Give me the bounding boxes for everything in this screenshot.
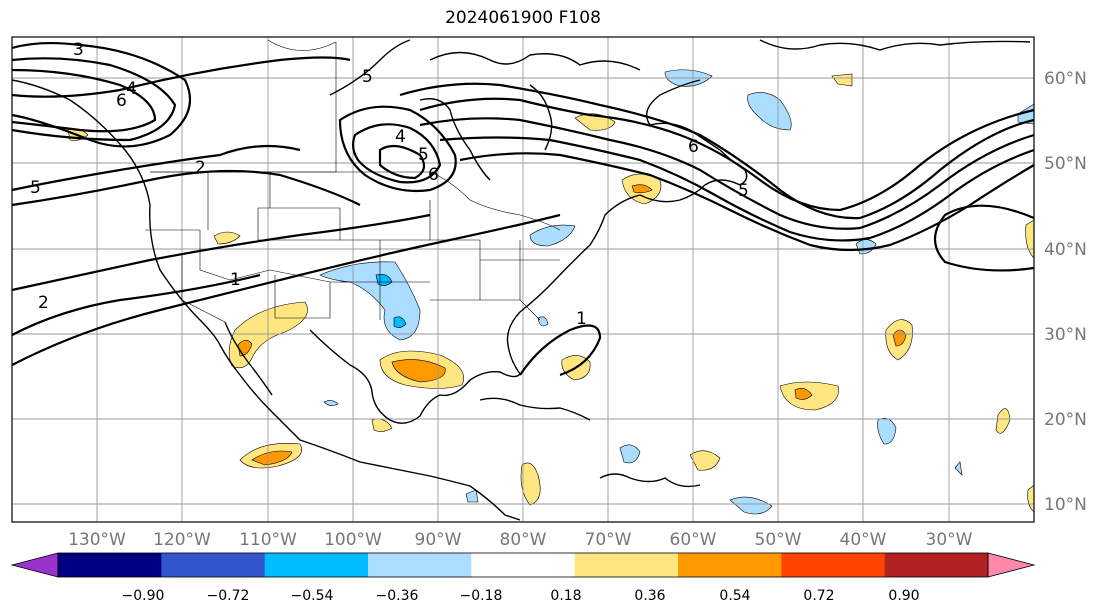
contour-label: 4: [126, 79, 137, 99]
lon-label: 50°W: [755, 530, 802, 550]
contour-label: 2: [38, 293, 49, 313]
lon-label: 130°W: [68, 530, 126, 550]
contour-label: 5: [418, 145, 429, 165]
lon-label: 90°W: [415, 530, 462, 550]
colorbar-segment: [471, 553, 576, 577]
anomaly-area: [794, 388, 813, 400]
anomaly-area: [831, 73, 853, 87]
lon-label: 80°W: [500, 530, 547, 550]
lon-label: 120°W: [153, 530, 211, 550]
lon-label: 60°W: [670, 530, 717, 550]
anomaly-area: [465, 489, 479, 503]
colorbar-tick-label: −0.90: [122, 588, 165, 604]
colorbar-segment: [781, 553, 886, 577]
contour-label: 4: [395, 127, 406, 147]
colorbar-tick-label: −0.54: [291, 588, 334, 604]
contour-label: 6: [116, 91, 127, 111]
anomaly-area: [689, 450, 721, 471]
colorbar-segment: [678, 553, 782, 577]
anomaly-area: [631, 184, 653, 193]
contour-label: 5: [362, 67, 373, 87]
contour-label: 2: [195, 158, 206, 178]
colorbar-tick-label: 0.72: [803, 588, 834, 604]
colorbar: [10, 552, 1036, 578]
lat-label: 50°N: [1044, 154, 1087, 174]
anomaly-area: [529, 224, 576, 247]
anomaly-area: [251, 450, 293, 466]
lat-label: 40°N: [1044, 240, 1087, 260]
colorbar-tick-label: −0.18: [460, 588, 503, 604]
colorbar-extend-max: [987, 552, 1036, 578]
contour-label: 6: [428, 165, 439, 185]
contour-label-group: 3 4 6 5 2 1 2 5 4 5 6 6 5 1: [30, 40, 749, 329]
contour-label: 5: [30, 178, 41, 198]
anomaly-area: [729, 496, 773, 515]
contour-label: 5: [738, 181, 749, 201]
lat-label: 30°N: [1044, 325, 1087, 345]
colorbar-extend-min: [10, 552, 59, 578]
contour-label: 1: [230, 270, 241, 290]
colorbar-tick-label: 0.54: [719, 588, 750, 604]
colorbar-tick-label: 0.90: [888, 588, 919, 604]
lat-label: 20°N: [1044, 410, 1087, 430]
colorbar-segment: [264, 553, 369, 577]
anomaly-area: [995, 408, 1011, 434]
anomaly-area: [537, 316, 549, 327]
colorbar-tick-label: 0.36: [634, 588, 665, 604]
colorbar-outline: [57, 552, 989, 578]
colorbar-tick-label: 0.18: [550, 588, 581, 604]
anomaly-area: [213, 231, 241, 245]
lon-label: 40°W: [840, 530, 887, 550]
map-title: 2024061900 F108: [445, 8, 601, 28]
map-frame: [11, 36, 1035, 523]
colorbar-segment: [58, 553, 162, 577]
colorbar-ticks: −0.90 −0.72 −0.54 −0.36 −0.18 0.18 0.36 …: [122, 588, 920, 604]
lat-label: 10°N: [1044, 495, 1087, 515]
colorbar-tick-label: −0.36: [376, 588, 419, 604]
height-contours: [11, 42, 1035, 377]
lon-label: 110°W: [239, 530, 297, 550]
anomaly-area: [323, 400, 339, 406]
anomaly-area: [393, 316, 407, 328]
anomaly-area: [619, 444, 641, 464]
lon-label: 70°W: [585, 530, 632, 550]
anomaly-area: [391, 359, 446, 383]
graticule: [12, 37, 1034, 522]
coastlines: [11, 39, 1031, 521]
longitude-labels: 130°W 120°W 110°W 100°W 90°W 80°W 70°W 6…: [68, 530, 973, 550]
anomaly-area: [954, 461, 963, 476]
contour-label: 1: [576, 309, 587, 329]
lon-label: 30°W: [926, 530, 973, 550]
anomaly-area: [520, 462, 541, 506]
anomaly-area: [747, 92, 792, 131]
contour-label: 6: [688, 137, 699, 157]
lat-label: 60°N: [1044, 69, 1087, 89]
contour-label: 3: [73, 40, 84, 60]
colorbar-segment: [368, 553, 472, 577]
colorbar-segment: [884, 553, 989, 577]
lon-label: 100°W: [324, 530, 382, 550]
colorbar-segment: [574, 553, 679, 577]
colorbar-segment: [161, 553, 266, 577]
latitude-labels: 60°N 50°N 40°N 30°N 20°N 10°N: [1044, 69, 1087, 515]
colorbar-tick-label: −0.72: [207, 588, 250, 604]
